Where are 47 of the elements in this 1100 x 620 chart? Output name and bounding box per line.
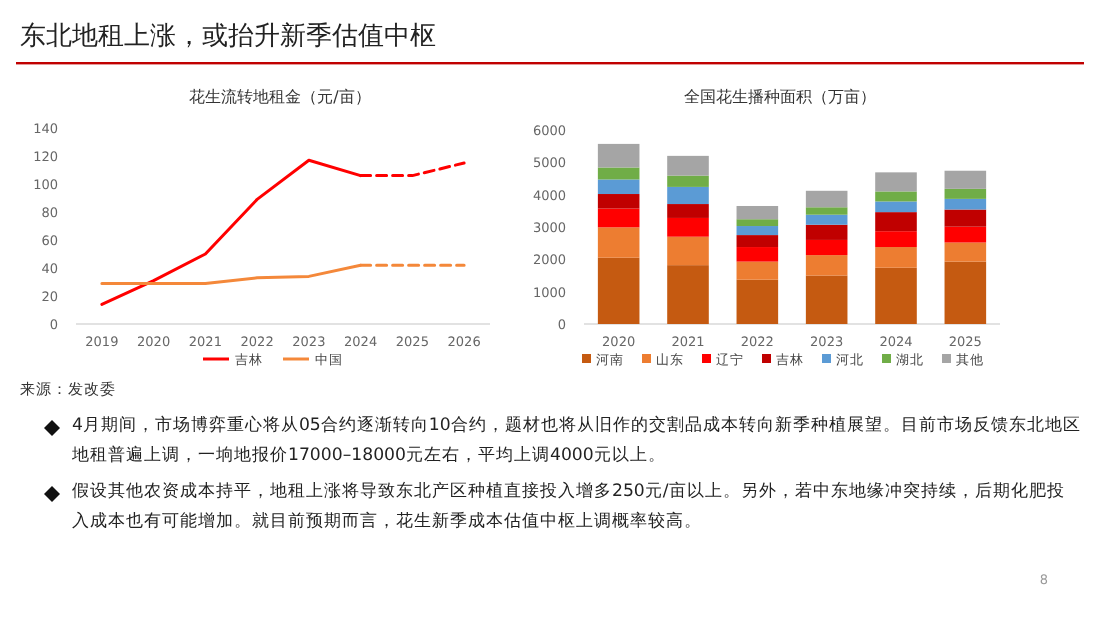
bar: [736, 205, 779, 220]
text: 东北地租上涨，或抬升新季估值中枢: [20, 22, 436, 52]
bar: [875, 191, 917, 202]
bar: [875, 247, 917, 268]
bar: [944, 226, 987, 243]
bar: [805, 239, 848, 256]
bar: [597, 143, 640, 168]
bar: [597, 194, 640, 209]
bar: [597, 179, 640, 195]
bar: [944, 261, 987, 324]
chart-title: 花生流转地租金（元/亩）: [189, 88, 371, 106]
bar: [805, 275, 848, 324]
bar: [597, 227, 640, 258]
bar: [805, 214, 848, 225]
bar: [944, 209, 987, 227]
bar: [875, 212, 917, 232]
bar: [944, 188, 987, 199]
bar: [667, 155, 709, 176]
bar: [944, 198, 987, 210]
bar: [736, 261, 779, 280]
chart-title: 全国花生播种面积（万亩）: [684, 88, 876, 106]
bar: [736, 279, 779, 324]
bar: [805, 224, 848, 240]
bar: [597, 257, 640, 324]
bar: [805, 255, 848, 276]
text: 4月期间，市场博弈重心将从05合约逐渐转向10合约，题材也将从旧作的交割品成本转向新季种植展望。目前市场反馈东北地区地租普遍上调，一垧地报价17000–18000元左右，平均上调4000元以上。: [70, 413, 1082, 470]
bar: [736, 247, 779, 262]
bar: [944, 170, 987, 189]
bar: [944, 242, 987, 262]
bar: [805, 190, 848, 208]
bar: [667, 236, 709, 266]
bar: [667, 186, 709, 205]
bar: [805, 207, 848, 215]
bar: [736, 226, 779, 236]
bar: [875, 172, 917, 192]
bar: [736, 219, 779, 227]
bar: [667, 217, 709, 237]
bar: [667, 175, 709, 187]
bar: [597, 208, 640, 228]
bar: [875, 267, 917, 324]
text: 假设其他农资成本持平，地租上涨将导致东北产区种植直接投入增多250元/亩以上。另外，若中东地缘冲突持续，后期化肥投入成本也有可能增加。就目前预期而言，花生新季成本估值中枢上调概率较高。: [70, 479, 1067, 536]
bar: [667, 265, 709, 324]
bar: [875, 231, 917, 248]
bar: [875, 201, 917, 213]
bar: [597, 167, 640, 180]
bar: [667, 204, 709, 218]
bar: [736, 235, 779, 248]
